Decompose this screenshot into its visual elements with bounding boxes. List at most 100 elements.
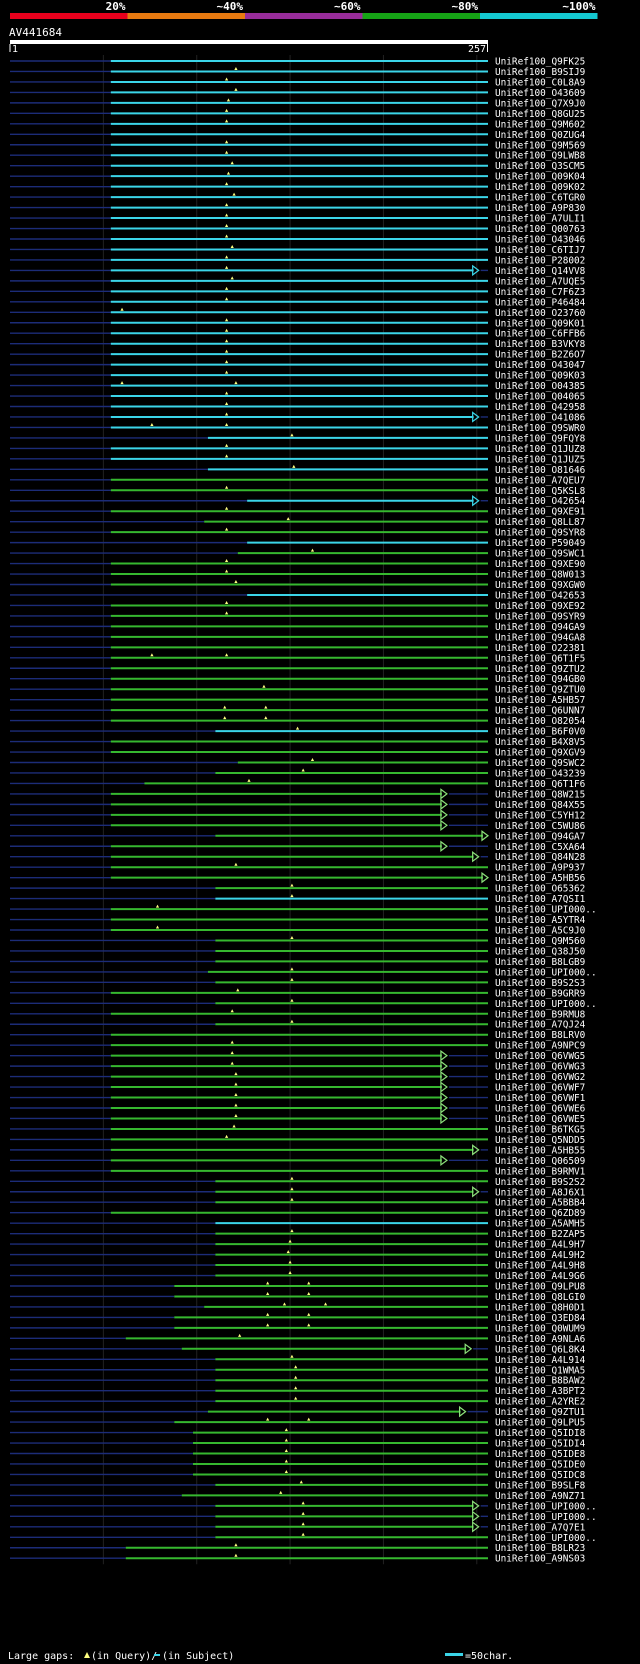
hit-row[interactable]: UniRef100_Q5IDE8	[10, 1449, 586, 1460]
hit-label[interactable]: UniRef100_UPI000..	[495, 1501, 597, 1512]
hit-label[interactable]: UniRef100_UPI000..	[495, 1512, 597, 1523]
hit-row[interactable]: UniRef100_UPI000..	[10, 967, 597, 978]
hit-row[interactable]: UniRef100_UPI000..	[10, 1510, 597, 1523]
hit-row[interactable]: UniRef100_Q7X9J0	[10, 98, 586, 109]
hit-label[interactable]: UniRef100_C5YH12	[495, 810, 585, 821]
hit-row[interactable]: UniRef100_Q09K04	[10, 171, 586, 183]
hit-label[interactable]: UniRef100_O42654	[495, 496, 586, 507]
hit-row[interactable]: UniRef100_A9P830	[10, 203, 586, 214]
hit-label[interactable]: UniRef100_P46484	[495, 297, 586, 308]
hit-row[interactable]: UniRef100_A9P937	[10, 862, 585, 874]
hit-label[interactable]: UniRef100_A9NPC9	[495, 1041, 586, 1052]
hit-row[interactable]: UniRef100_B8LR23	[10, 1543, 585, 1554]
hit-label[interactable]: UniRef100_Q9LPU5	[495, 1418, 585, 1429]
hit-row[interactable]: UniRef100_UPI000..	[10, 998, 597, 1010]
hit-row[interactable]: UniRef100_B6TKG5	[10, 1124, 585, 1135]
hit-label[interactable]: UniRef100_O82054	[495, 716, 586, 727]
hit-row[interactable]: UniRef100_Q8H0D1	[10, 1302, 586, 1313]
hit-label[interactable]: UniRef100_Q9SYR8	[495, 528, 586, 539]
hit-row[interactable]: UniRef100_A9NS03	[10, 1553, 585, 1565]
hit-row[interactable]: UniRef100_O04385	[10, 381, 585, 392]
hit-row[interactable]: UniRef100_B9S2S2	[10, 1176, 585, 1188]
hit-label[interactable]: UniRef100_Q9ZTU2	[495, 664, 585, 675]
hit-label[interactable]: UniRef100_Q94GB0	[495, 674, 586, 685]
hit-label[interactable]: UniRef100_A7QSI1	[495, 894, 586, 905]
hit-label[interactable]: UniRef100_O43047	[495, 360, 585, 371]
hit-row[interactable]: UniRef100_Q6VWF7	[10, 1081, 585, 1094]
hit-label[interactable]: UniRef100_P59049	[495, 538, 586, 549]
hit-row[interactable]: UniRef100_Q9M602	[10, 119, 585, 130]
hit-row[interactable]: UniRef100_Q8W013	[10, 569, 585, 581]
hit-row[interactable]: UniRef100_Q9SYR9	[10, 611, 586, 622]
hit-label[interactable]: UniRef100_Q09K04	[495, 172, 586, 183]
hit-row[interactable]: UniRef100_O43609	[10, 87, 586, 99]
hit-row[interactable]: UniRef100_A5HB55	[10, 1144, 585, 1156]
hit-label[interactable]: UniRef100_Q5IDI8	[495, 1428, 586, 1439]
hit-row[interactable]: UniRef100_O43239	[10, 768, 586, 779]
hit-label[interactable]: UniRef100_A9P937	[495, 863, 585, 874]
hit-label[interactable]: UniRef100_Q04065	[495, 392, 585, 403]
hit-label[interactable]: UniRef100_Q9XE92	[495, 601, 585, 612]
hit-row[interactable]: UniRef100_C6FFB6	[10, 328, 586, 340]
hit-label[interactable]: UniRef100_O41086	[495, 412, 586, 423]
hit-label[interactable]: UniRef100_O65362	[495, 884, 585, 895]
hit-label[interactable]: UniRef100_A7QJ24	[495, 1020, 586, 1031]
hit-row[interactable]: UniRef100_O43046	[10, 234, 586, 245]
hit-label[interactable]: UniRef100_Q9ZTU0	[495, 685, 586, 696]
hit-row[interactable]: UniRef100_A7QJ24	[10, 1019, 586, 1031]
hit-row[interactable]: UniRef100_O42654	[10, 495, 586, 507]
hit-label[interactable]: UniRef100_Q9LPU8	[495, 1281, 586, 1292]
hit-row[interactable]: UniRef100_A4L9H7	[10, 1239, 585, 1251]
hit-row[interactable]: UniRef100_O82054	[10, 716, 586, 727]
hit-label[interactable]: UniRef100_Q6UNN7	[495, 706, 585, 717]
hit-row[interactable]: UniRef100_Q9SWC2	[10, 757, 585, 769]
hit-label[interactable]: UniRef100_B9SLF8	[495, 1480, 586, 1491]
hit-label[interactable]: UniRef100_Q6VWG5	[495, 1051, 585, 1062]
hit-label[interactable]: UniRef100_O42653	[495, 590, 585, 601]
hit-label[interactable]: UniRef100_Q6T1F6	[495, 779, 586, 790]
hit-label[interactable]: UniRef100_Q6L8K4	[495, 1344, 586, 1355]
hit-row[interactable]: UniRef100_B9RMU8	[10, 1009, 586, 1020]
hit-label[interactable]: UniRef100_A4L9G6	[495, 1271, 586, 1282]
hit-row[interactable]: UniRef100_Q9ZTU1	[10, 1405, 586, 1418]
hit-row[interactable]: UniRef100_Q5IDI4	[10, 1438, 586, 1450]
hit-row[interactable]: UniRef100_Q94GA9	[10, 622, 586, 633]
hit-label[interactable]: UniRef100_Q0WUM9	[495, 1323, 586, 1334]
hit-row[interactable]: UniRef100_A9NZ71	[10, 1490, 586, 1502]
hit-row[interactable]: UniRef100_P59049	[10, 538, 586, 549]
hit-label[interactable]: UniRef100_A5BBB4	[495, 1198, 586, 1209]
hit-row[interactable]: UniRef100_B9SLF8	[10, 1480, 586, 1491]
hit-label[interactable]: UniRef100_B9RMV1	[495, 1166, 586, 1177]
hit-label[interactable]: UniRef100_A9P830	[495, 203, 586, 214]
hit-label[interactable]: UniRef100_Q9SYR9	[495, 611, 586, 622]
hit-label[interactable]: UniRef100_Q9LWB8	[495, 151, 586, 162]
hit-label[interactable]: UniRef100_P28002	[495, 255, 585, 266]
hit-row[interactable]: UniRef100_C5XA64	[10, 840, 586, 853]
hit-label[interactable]: UniRef100_Q8LL87	[495, 517, 585, 528]
hit-label[interactable]: UniRef100_Q6VWG3	[495, 1062, 585, 1073]
hit-label[interactable]: UniRef100_Q8LGI0	[495, 1292, 586, 1303]
hit-row[interactable]: UniRef100_B2ZAP5	[10, 1229, 585, 1240]
hit-row[interactable]: UniRef100_Q9XE91	[10, 506, 586, 518]
hit-label[interactable]: UniRef100_Q5IDC8	[495, 1470, 586, 1481]
hit-label[interactable]: UniRef100_A3BPT2	[495, 1386, 585, 1397]
hit-label[interactable]: UniRef100_A4L9H7	[495, 1240, 585, 1251]
hit-row[interactable]: UniRef100_A5HB57	[10, 695, 585, 706]
hit-label[interactable]: UniRef100_Q8W013	[495, 570, 585, 581]
hit-row[interactable]: UniRef100_A5BBB4	[10, 1197, 586, 1209]
hit-row[interactable]: UniRef100_O41086	[10, 411, 586, 423]
hit-label[interactable]: UniRef100_Q6T1F5	[495, 653, 585, 664]
hit-row[interactable]: UniRef100_Q42958	[10, 402, 586, 413]
hit-label[interactable]: UniRef100_B3VKY8	[495, 339, 586, 350]
hit-label[interactable]: UniRef100_B4X8V5	[495, 737, 585, 748]
hit-label[interactable]: UniRef100_Q8W215	[495, 789, 585, 800]
hit-row[interactable]: UniRef100_Q9M560	[10, 935, 586, 947]
hit-row[interactable]: UniRef100_A7Q7E1	[10, 1521, 586, 1533]
hit-row[interactable]: UniRef100_Q9SWR0	[10, 422, 586, 434]
hit-row[interactable]: UniRef100_Q9SWC1	[10, 548, 586, 560]
hit-label[interactable]: UniRef100_O04385	[495, 381, 585, 392]
hit-row[interactable]: UniRef100_Q09K02	[10, 182, 585, 193]
hit-row[interactable]: UniRef100_Q38J50	[10, 946, 586, 957]
hit-label[interactable]: UniRef100_Q9XGW0	[495, 580, 586, 591]
hit-label[interactable]: UniRef100_A5HB56	[495, 873, 586, 884]
